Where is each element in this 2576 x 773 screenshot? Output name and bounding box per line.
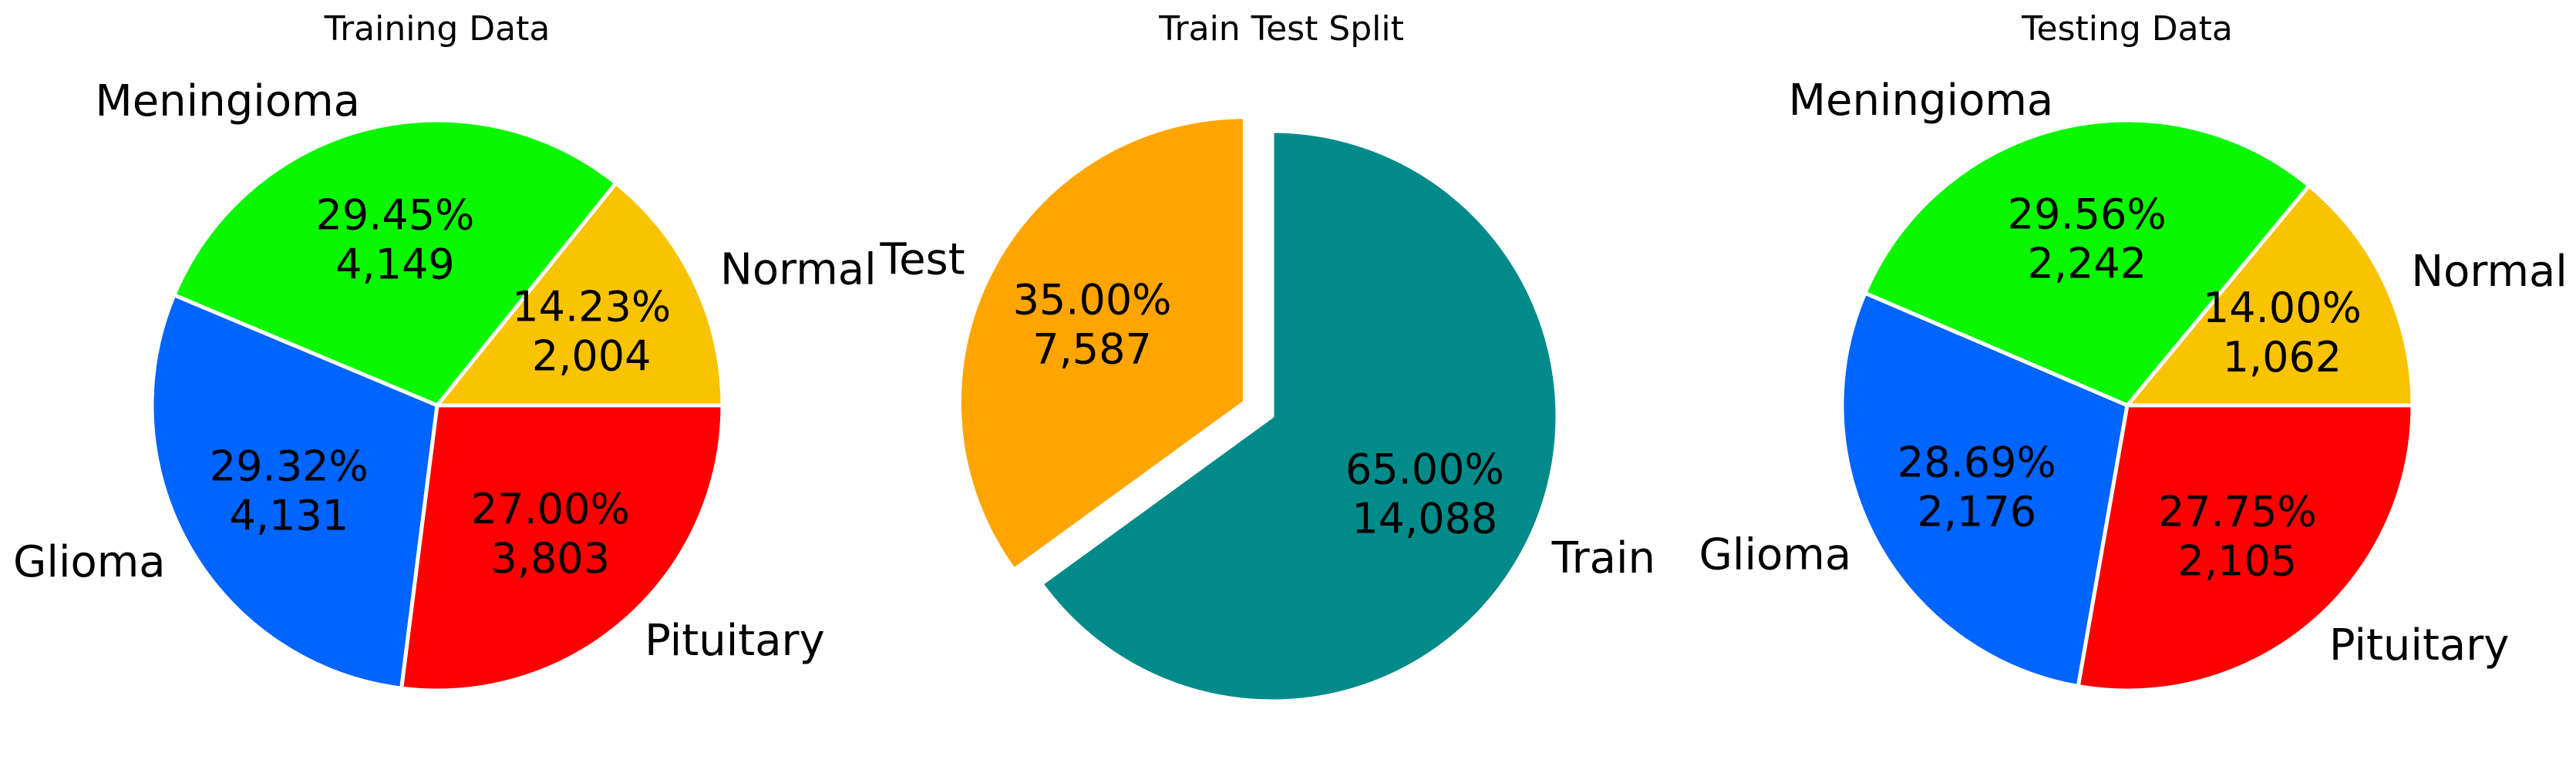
pie-slice-testing-pituitary (2076, 403, 2415, 693)
pie-slice-training-normal (435, 181, 725, 408)
slice-label-testing-pituitary: Pituitary (2329, 620, 2510, 670)
chart-title-testing: Testing Data (2021, 9, 2233, 49)
pie-slice-testing-meningioma (1863, 118, 2312, 408)
pie-slice-training-meningioma (172, 118, 618, 408)
pie-slice-split-train (1039, 129, 1560, 704)
pie-slice-testing-glioma (1840, 291, 2130, 688)
slice-percent-testing-glioma: 28.69% (1897, 438, 2056, 486)
slice-count-training-pituitary: 3,803 (491, 534, 611, 583)
slice-count-testing-pituitary: 2,105 (2178, 536, 2298, 585)
slice-label-training-glioma: Glioma (13, 537, 166, 587)
slice-label-training-meningioma: Meningioma (95, 76, 360, 126)
slice-count-testing-glioma: 2,176 (1918, 487, 2037, 536)
slice-count-training-glioma: 4,131 (229, 492, 349, 540)
pie-slice-split-test (957, 115, 1247, 572)
slice-percent-training-glioma: 29.32% (210, 442, 369, 491)
pie-slice-training-pituitary (399, 403, 725, 693)
slice-percent-split-test: 35.00% (1013, 276, 1172, 324)
chart-title-training: Training Data (324, 9, 551, 49)
slice-count-split-test: 7,587 (1032, 325, 1152, 374)
slice-label-testing-glioma: Glioma (1699, 529, 1852, 580)
slice-percent-split-train: 65.00% (1345, 445, 1504, 493)
slice-percent-testing-normal: 14.00% (2203, 284, 2362, 332)
pie-slice-training-glioma (150, 293, 439, 691)
slice-label-training-normal: Normal (720, 245, 877, 295)
slice-percent-training-pituitary: 27.00% (471, 485, 630, 533)
slice-percent-training-normal: 14.23% (512, 283, 671, 331)
slice-count-training-meningioma: 4,149 (335, 240, 455, 288)
slice-label-testing-normal: Normal (2411, 247, 2568, 297)
slice-count-split-train: 14,088 (1352, 494, 1497, 543)
slice-count-training-normal: 2,004 (532, 332, 652, 381)
chart-title-split: Train Test Split (1158, 9, 1404, 49)
slice-count-testing-meningioma: 2,242 (2027, 240, 2147, 288)
slice-label-training-pituitary: Pituitary (645, 616, 825, 666)
slice-percent-training-meningioma: 29.45% (315, 190, 474, 239)
pie-slice-testing-normal (2125, 183, 2415, 408)
slice-label-split-train: Train (1551, 533, 1655, 583)
slice-percent-testing-meningioma: 29.56% (2008, 190, 2167, 239)
slice-label-split-test: Test (879, 235, 965, 285)
slice-label-testing-meningioma: Meningioma (1789, 76, 2054, 126)
slice-percent-testing-pituitary: 27.75% (2158, 487, 2317, 536)
slice-count-testing-normal: 1,062 (2223, 333, 2342, 381)
